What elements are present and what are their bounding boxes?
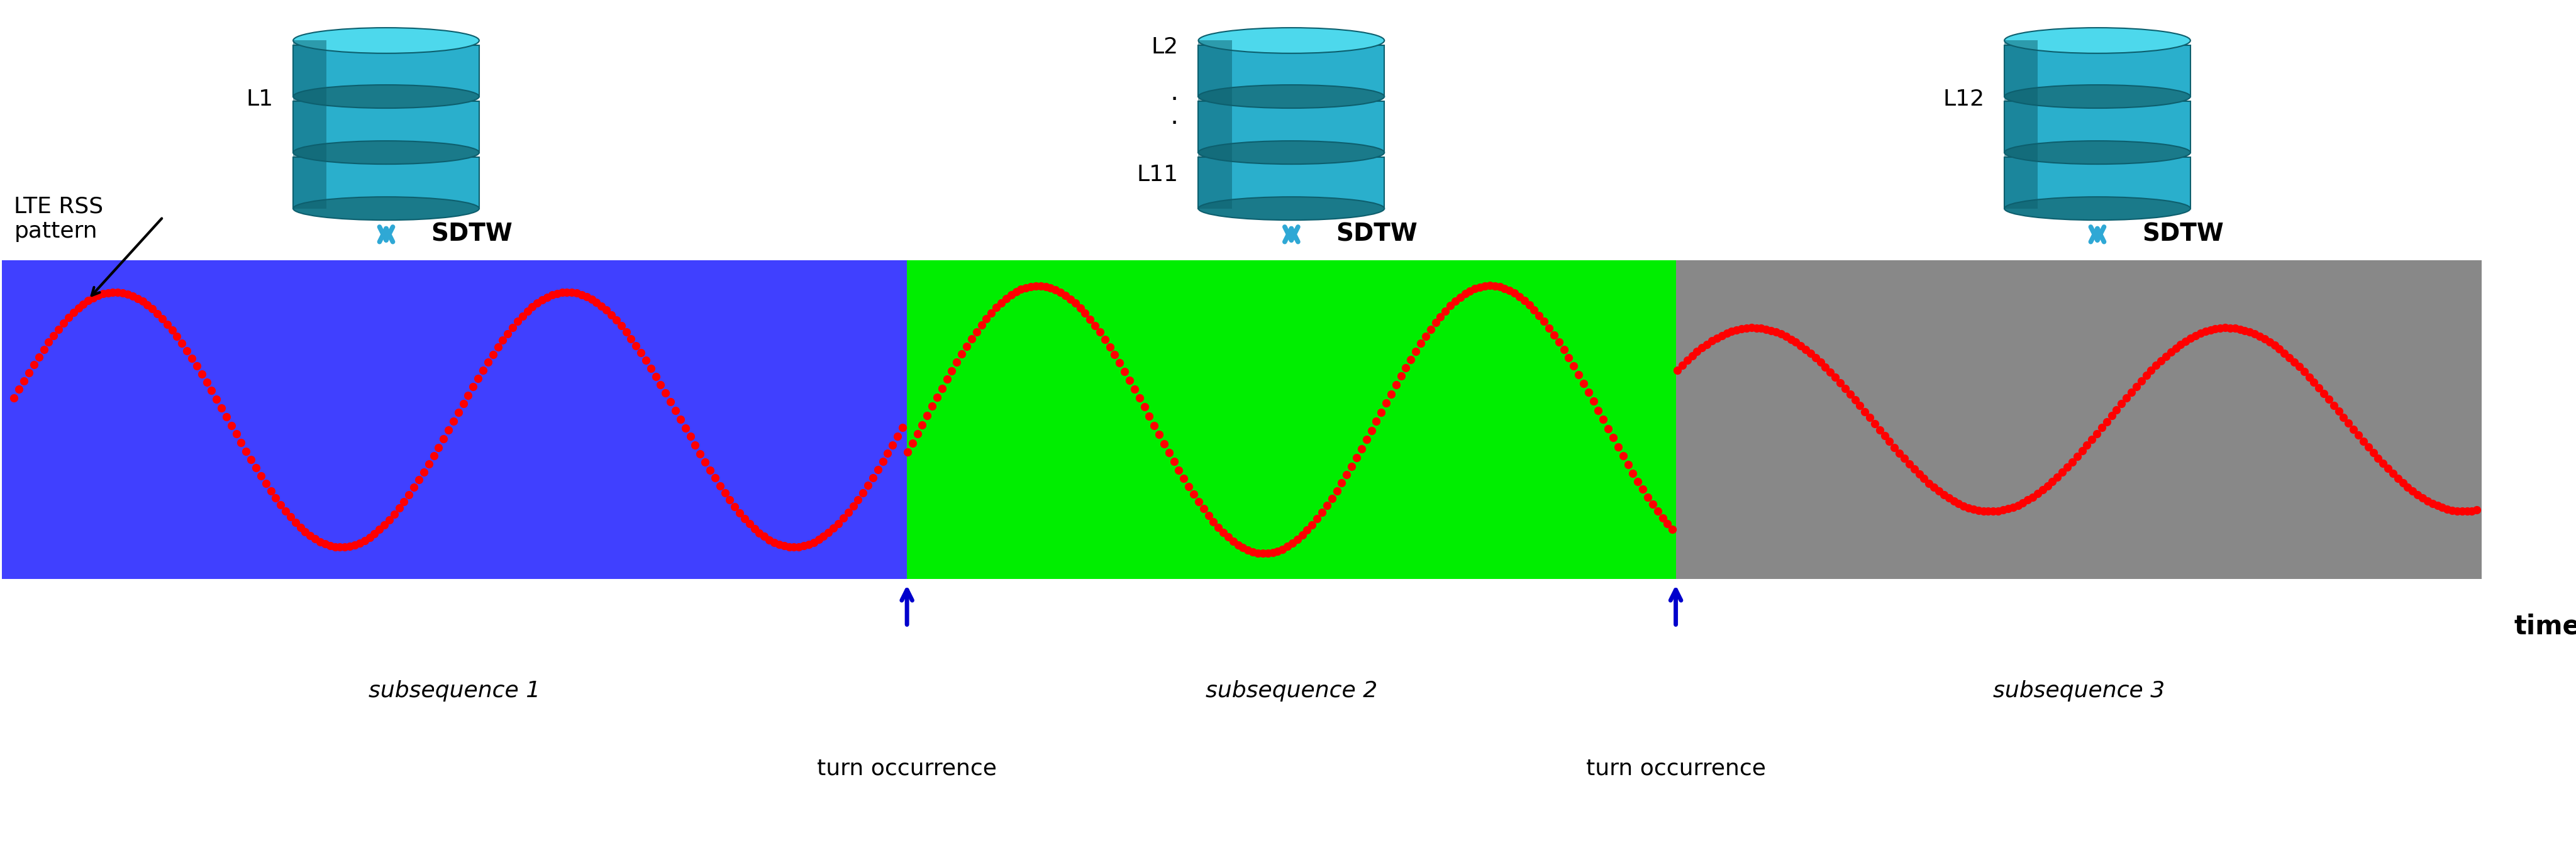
Text: SDTW: SDTW	[2143, 222, 2223, 247]
Text: LTE RSS
pattern: LTE RSS pattern	[13, 195, 103, 241]
Bar	[2004, 41, 2038, 208]
Ellipse shape	[2004, 85, 2190, 108]
Bar	[1198, 101, 1383, 152]
Text: L12: L12	[1942, 88, 1984, 110]
Ellipse shape	[294, 85, 479, 108]
Bar	[1198, 157, 1383, 208]
Bar	[907, 260, 1677, 579]
Bar	[294, 101, 479, 152]
Text: SDTW: SDTW	[430, 222, 513, 247]
Bar	[294, 157, 479, 208]
Text: turn occurrence: turn occurrence	[1587, 758, 1765, 779]
Text: subsequence 3: subsequence 3	[1994, 680, 2164, 702]
Bar	[2004, 157, 2190, 208]
Ellipse shape	[2004, 28, 2190, 54]
Ellipse shape	[294, 141, 479, 164]
Ellipse shape	[2004, 141, 2190, 164]
Bar	[2004, 45, 2190, 97]
Ellipse shape	[1198, 28, 1383, 54]
Bar	[1198, 45, 1383, 97]
Text: L11: L11	[1136, 164, 1180, 186]
Bar	[294, 45, 479, 97]
Text: L2: L2	[1151, 36, 1180, 58]
Bar	[294, 41, 327, 208]
Text: subsequence 1: subsequence 1	[368, 680, 541, 702]
Text: time: time	[2514, 613, 2576, 639]
Ellipse shape	[1198, 141, 1383, 164]
Bar	[3, 260, 907, 579]
Ellipse shape	[2004, 197, 2190, 220]
Ellipse shape	[1198, 85, 1383, 108]
Ellipse shape	[294, 28, 479, 54]
Text: .
.: . .	[1170, 79, 1180, 130]
Text: subsequence 2: subsequence 2	[1206, 680, 1378, 702]
Text: L1: L1	[247, 88, 273, 110]
Bar	[2004, 101, 2190, 152]
Bar	[1198, 41, 1231, 208]
Bar	[1677, 260, 2481, 579]
Ellipse shape	[1198, 197, 1383, 220]
Ellipse shape	[294, 197, 479, 220]
Text: turn occurrence: turn occurrence	[817, 758, 997, 779]
Text: SDTW: SDTW	[1337, 222, 1417, 247]
